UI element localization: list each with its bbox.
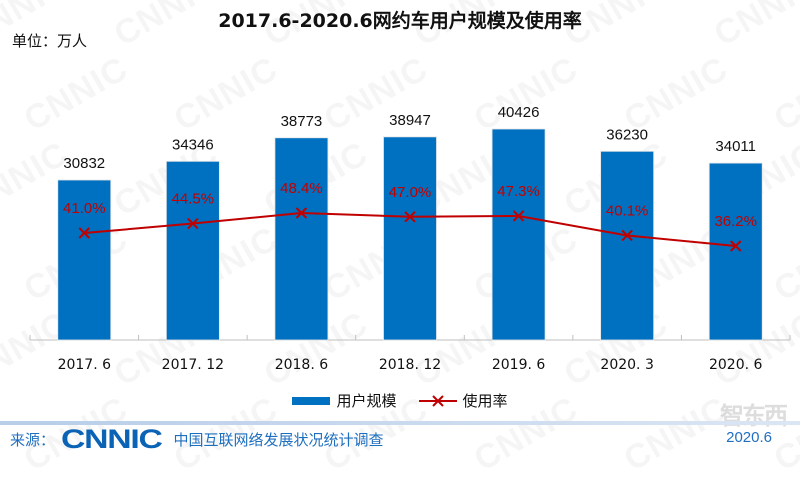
usage-rate-label: 48.4%: [280, 180, 323, 197]
x-marker-icon: [512, 210, 525, 222]
bar-users: [383, 136, 437, 341]
legend-item-users: 用户规模: [292, 390, 397, 411]
x-marker-icon: [621, 229, 633, 242]
bar-users: [491, 128, 546, 341]
x-axis-category-label: 2017. 6: [58, 357, 112, 373]
bar-users: [57, 179, 112, 341]
legend-line-x-marker-icon: [418, 394, 457, 407]
unit-label: 单位：万人: [12, 32, 88, 50]
cnnic-logo: CNNIC: [61, 424, 163, 454]
bar-value-label: 30832: [63, 155, 105, 172]
x-axis-category-label: 2019. 6: [492, 357, 546, 373]
usage-rate-label: 36.2%: [714, 213, 757, 230]
footer-date: 2020.6: [726, 429, 772, 446]
usage-rate-label: 40.1%: [606, 202, 649, 219]
bar-value-label: 36230: [606, 126, 648, 143]
source-label: 来源：: [10, 430, 56, 449]
chart-plot-area: 30832 2017. 6 34346 2017. 12 38773 2018. 6 389…: [29, 104, 791, 373]
survey-name: 中国互联网络发展状况统计调查: [173, 430, 384, 449]
brand-watermark-logo: 智东西: [720, 402, 788, 430]
bar-users: [165, 160, 220, 341]
x-marker-icon: [187, 217, 199, 230]
legend-bar-swatch: [292, 396, 331, 405]
bar-value-label: 34011: [715, 138, 756, 155]
legend-label-users: 用户规模: [336, 392, 397, 410]
legend-label-usage-rate: 使用率: [462, 392, 508, 410]
bar-value-label: 38773: [281, 113, 323, 130]
usage-rate-label: 41.0%: [63, 200, 106, 217]
usage-rate-label: 47.0%: [389, 184, 432, 201]
x-marker-icon: [78, 227, 90, 239]
x-marker-icon: [730, 240, 742, 252]
chart-legend: 用户规模 使用率: [0, 390, 800, 411]
usage-rate-label: 47.3%: [497, 183, 540, 200]
legend-item-usage-rate: 使用率: [418, 390, 508, 411]
x-axis-category-label: 2017. 12: [162, 357, 224, 373]
bar-users: [600, 150, 655, 341]
footer-divider: [0, 421, 800, 425]
bar-users: [274, 137, 329, 341]
footer-source: 来源： CNNIC 中国互联网络发展状况统计调查: [10, 424, 384, 454]
bar-value-label: 34346: [172, 136, 214, 153]
x-axis-category-label: 2018. 12: [379, 357, 441, 373]
x-axis-category-label: 2020. 3: [600, 357, 653, 373]
bar-value-label: 40426: [498, 104, 540, 121]
x-marker-icon: [404, 211, 416, 223]
chart-title: 2017.6-2020.6网约车用户规模及使用率: [218, 10, 582, 32]
usage-rate-label: 44.5%: [172, 191, 215, 208]
bar-users: [708, 162, 763, 341]
x-marker-icon: [295, 207, 308, 219]
x-axis-category-label: 2018. 6: [275, 357, 329, 373]
x-axis-category-label: 2020. 6: [709, 357, 763, 373]
bar-value-label: 38947: [389, 112, 431, 129]
